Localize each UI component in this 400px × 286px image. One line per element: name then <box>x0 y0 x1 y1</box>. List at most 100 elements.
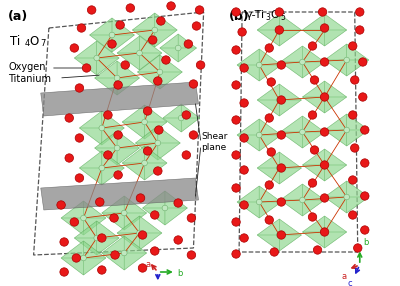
Circle shape <box>114 75 120 81</box>
Circle shape <box>189 80 198 88</box>
Circle shape <box>99 125 105 131</box>
Circle shape <box>308 213 317 221</box>
Polygon shape <box>140 36 162 70</box>
Circle shape <box>104 151 112 159</box>
Circle shape <box>322 94 327 100</box>
Circle shape <box>138 264 147 272</box>
Circle shape <box>308 111 317 119</box>
Polygon shape <box>163 104 181 132</box>
Polygon shape <box>144 105 167 139</box>
Circle shape <box>356 8 364 16</box>
Polygon shape <box>259 119 281 151</box>
Polygon shape <box>122 146 144 180</box>
Polygon shape <box>280 116 302 148</box>
Circle shape <box>94 235 100 241</box>
Circle shape <box>267 148 276 156</box>
Circle shape <box>240 201 248 209</box>
Polygon shape <box>302 184 324 216</box>
Circle shape <box>350 76 359 84</box>
Circle shape <box>308 42 317 50</box>
Polygon shape <box>102 253 147 270</box>
Polygon shape <box>80 151 124 168</box>
Circle shape <box>143 107 152 115</box>
Polygon shape <box>117 36 140 70</box>
Circle shape <box>150 211 159 219</box>
Circle shape <box>344 57 350 63</box>
Text: O: O <box>270 10 279 20</box>
Polygon shape <box>324 149 347 181</box>
Circle shape <box>114 131 122 139</box>
Circle shape <box>240 234 248 242</box>
Polygon shape <box>138 55 182 72</box>
Polygon shape <box>257 30 302 46</box>
Circle shape <box>360 226 369 234</box>
Polygon shape <box>102 196 124 230</box>
Circle shape <box>265 216 274 224</box>
Circle shape <box>360 159 369 167</box>
Polygon shape <box>80 111 124 128</box>
Polygon shape <box>237 119 281 135</box>
Polygon shape <box>117 233 162 250</box>
Circle shape <box>348 111 357 119</box>
Polygon shape <box>160 48 196 62</box>
Polygon shape <box>122 163 167 180</box>
Polygon shape <box>347 114 369 146</box>
Circle shape <box>310 146 319 154</box>
Polygon shape <box>302 97 347 113</box>
Circle shape <box>142 119 148 125</box>
Polygon shape <box>84 241 106 275</box>
Polygon shape <box>302 81 347 97</box>
Circle shape <box>167 2 175 10</box>
Polygon shape <box>324 114 347 146</box>
Polygon shape <box>61 241 106 258</box>
Polygon shape <box>142 208 187 225</box>
Polygon shape <box>165 191 187 225</box>
Polygon shape <box>324 14 347 46</box>
Circle shape <box>275 8 284 16</box>
Polygon shape <box>74 221 119 238</box>
Polygon shape <box>160 34 196 48</box>
Polygon shape <box>138 55 160 89</box>
Text: b: b <box>363 238 368 247</box>
Circle shape <box>178 115 184 121</box>
Circle shape <box>154 167 162 175</box>
Circle shape <box>150 247 159 255</box>
Polygon shape <box>259 186 281 218</box>
Circle shape <box>65 154 74 162</box>
Polygon shape <box>324 197 369 213</box>
Text: 3: 3 <box>265 13 270 23</box>
Polygon shape <box>280 184 324 200</box>
Polygon shape <box>95 78 140 95</box>
Polygon shape <box>117 216 140 250</box>
Polygon shape <box>95 131 140 148</box>
Circle shape <box>360 192 369 200</box>
Polygon shape <box>95 61 117 95</box>
Circle shape <box>60 238 68 246</box>
Circle shape <box>96 198 104 206</box>
Circle shape <box>277 164 286 172</box>
Polygon shape <box>117 216 162 233</box>
Circle shape <box>114 145 120 151</box>
Polygon shape <box>136 143 180 160</box>
Polygon shape <box>102 151 124 185</box>
Circle shape <box>137 230 142 236</box>
Polygon shape <box>279 84 302 116</box>
Circle shape <box>348 211 357 219</box>
Polygon shape <box>257 219 302 235</box>
Circle shape <box>70 218 79 226</box>
Circle shape <box>348 176 357 184</box>
Polygon shape <box>259 49 281 81</box>
Circle shape <box>136 194 145 202</box>
Circle shape <box>238 28 246 36</box>
Circle shape <box>98 266 106 274</box>
Polygon shape <box>302 216 347 232</box>
Circle shape <box>162 205 168 211</box>
Circle shape <box>70 44 79 52</box>
Circle shape <box>232 218 240 226</box>
Polygon shape <box>97 41 119 75</box>
Polygon shape <box>257 84 279 116</box>
Polygon shape <box>324 60 369 76</box>
Polygon shape <box>280 46 302 78</box>
Text: 7: 7 <box>41 39 46 47</box>
Polygon shape <box>257 14 302 30</box>
